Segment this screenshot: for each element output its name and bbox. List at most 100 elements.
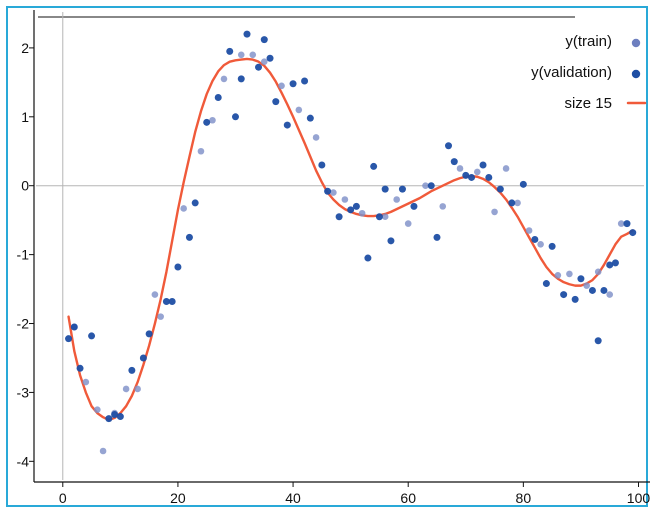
validation-point xyxy=(410,202,418,210)
train-point xyxy=(312,134,320,141)
train-point xyxy=(439,203,447,210)
train-point xyxy=(249,51,257,59)
train-point xyxy=(197,147,205,155)
validation-point xyxy=(571,295,579,303)
validation-point xyxy=(611,259,619,267)
validation-point xyxy=(542,280,550,288)
axes-layer xyxy=(29,10,650,487)
validation-point xyxy=(203,118,211,126)
validation-point xyxy=(623,220,631,228)
validation-point xyxy=(468,173,476,181)
validation-point xyxy=(508,199,516,207)
validation-point xyxy=(76,364,84,372)
train-point xyxy=(606,291,614,298)
x-tick-label: 60 xyxy=(400,490,416,506)
validation-point xyxy=(629,229,637,237)
validation-point xyxy=(318,161,326,169)
train-point xyxy=(260,58,268,65)
validation-point xyxy=(266,54,274,62)
x-tick-label: 100 xyxy=(627,490,651,506)
validation-point xyxy=(191,199,199,207)
train-point xyxy=(404,220,412,227)
legend: y(train) y(validation) size 15 xyxy=(531,33,647,112)
train-point xyxy=(122,385,130,393)
train-point xyxy=(220,75,228,83)
y-tick-label: 0 xyxy=(21,178,29,194)
validation-point xyxy=(231,113,239,121)
validation-point xyxy=(243,30,251,38)
validation-point xyxy=(398,185,406,193)
validation-point xyxy=(105,415,113,423)
train-point xyxy=(617,220,625,227)
train-point xyxy=(180,205,187,212)
validation-point xyxy=(560,291,568,299)
validation-point xyxy=(128,366,136,374)
validation-point xyxy=(214,94,222,102)
validation-point xyxy=(577,275,585,283)
x-tick-label: 0 xyxy=(59,490,67,506)
validation-point xyxy=(606,261,614,269)
validation-point xyxy=(283,121,291,129)
y-tick-label: -1 xyxy=(17,247,30,263)
validation-point xyxy=(111,410,119,418)
train-point xyxy=(157,313,164,320)
y-tick-label: -2 xyxy=(17,316,30,332)
train-point xyxy=(554,271,562,279)
validation-point xyxy=(162,297,170,305)
train-point xyxy=(82,378,90,386)
train-point xyxy=(237,51,245,59)
train-point xyxy=(422,182,429,190)
train-point xyxy=(94,406,101,413)
validation-point xyxy=(255,63,263,71)
validation-point xyxy=(370,162,378,170)
validation-point xyxy=(433,233,441,241)
validation-point xyxy=(335,213,343,221)
train-point xyxy=(278,82,285,90)
validation-point xyxy=(445,142,453,150)
train-point xyxy=(566,270,573,278)
train-point xyxy=(514,199,521,207)
validation-point xyxy=(145,330,153,338)
train-point xyxy=(381,213,389,221)
x-tick-label: 80 xyxy=(516,490,532,506)
train-point xyxy=(583,282,590,289)
validation-point xyxy=(88,332,96,340)
train-point xyxy=(341,196,349,203)
train-point xyxy=(473,168,481,176)
validation-point xyxy=(347,206,355,214)
y-tick-label: 2 xyxy=(21,40,29,56)
train-point xyxy=(502,165,510,172)
validation-point xyxy=(237,75,245,83)
validation-point xyxy=(479,161,487,169)
validation-point xyxy=(594,337,602,345)
train-point xyxy=(134,385,141,393)
validation-point xyxy=(260,36,268,44)
validation-point xyxy=(289,80,297,88)
points-layer xyxy=(65,30,637,455)
legend-train-label: y(train) xyxy=(565,33,612,50)
validation-point xyxy=(485,173,493,181)
legend-train-marker xyxy=(631,38,641,48)
validation-point xyxy=(588,286,596,294)
zero-reference-lines xyxy=(36,12,644,480)
validation-point xyxy=(364,254,372,262)
validation-point xyxy=(519,180,527,188)
validation-point xyxy=(301,77,309,85)
y-tick-label: -4 xyxy=(17,453,30,469)
train-point xyxy=(525,227,533,234)
legend-validation-label: y(validation) xyxy=(531,64,612,81)
y-tick-label: 1 xyxy=(21,109,29,125)
y-tick-label: -3 xyxy=(17,384,30,400)
train-point xyxy=(99,447,107,455)
train-point xyxy=(209,116,216,124)
x-tick-label: 40 xyxy=(285,490,301,506)
validation-point xyxy=(139,354,147,362)
validation-point xyxy=(324,187,332,195)
validation-point xyxy=(306,114,314,122)
legend-validation-marker xyxy=(631,69,641,79)
validation-point xyxy=(116,413,124,421)
validation-point xyxy=(548,242,556,250)
x-tick-label: 20 xyxy=(170,490,186,506)
validation-point xyxy=(352,202,360,210)
train-point xyxy=(456,165,464,172)
